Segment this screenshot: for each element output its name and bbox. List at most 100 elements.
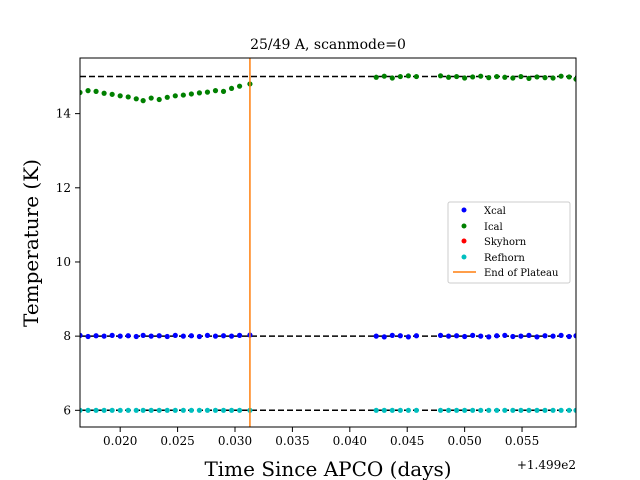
point-xcal-22	[373, 333, 379, 339]
point-ical-1	[85, 88, 91, 94]
point-xcal-35	[494, 333, 500, 339]
point-ical-15	[196, 90, 203, 96]
point-refhorn-33	[478, 407, 484, 413]
point-xcal-14	[188, 333, 194, 339]
point-xcal-43	[558, 332, 564, 338]
point-refhorn-13	[180, 407, 186, 413]
y-tick-label-4: 14	[56, 107, 72, 121]
point-ical-38	[518, 73, 524, 80]
point-ical-34	[486, 75, 492, 81]
point-refhorn-14	[188, 407, 194, 413]
y-tick-label-1: 8	[63, 329, 71, 343]
point-xcal-39	[526, 332, 532, 338]
point-ical-16	[204, 89, 211, 95]
x-tick-label-3: 0.035	[275, 434, 309, 448]
x-tick-label-2: 0.030	[218, 434, 252, 448]
point-xcal-6	[125, 333, 131, 339]
point-xcal-2	[93, 333, 99, 339]
point-xcal-13	[180, 333, 186, 339]
point-xcal-7	[133, 333, 139, 340]
x-tick-label-5: 0.045	[390, 434, 424, 448]
point-ical-30	[453, 73, 460, 80]
point-ical-12	[172, 93, 178, 99]
x-axis-label: Time Since APCO (days)	[204, 457, 451, 480]
point-refhorn-7	[133, 407, 139, 413]
legend-marker-skyhorn	[461, 238, 467, 244]
point-ical-41	[542, 75, 548, 81]
point-ical-37	[510, 75, 516, 81]
point-ical-35	[494, 73, 500, 80]
point-refhorn-4	[109, 407, 115, 413]
point-refhorn-5	[117, 407, 123, 413]
point-ical-4	[109, 91, 115, 97]
point-xcal-16	[204, 332, 211, 338]
point-xcal-0	[80, 332, 83, 338]
y-axis-label: Temperature (K)	[19, 159, 43, 327]
point-xcal-12	[172, 332, 178, 338]
plot-area	[80, 58, 576, 427]
point-xcal-45	[573, 333, 576, 339]
point-refhorn-39	[526, 407, 532, 413]
legend-label-ical: Ical	[484, 222, 503, 233]
legend-label-end-of-plateau: End of Plateau	[484, 268, 559, 279]
point-refhorn-18	[220, 407, 227, 413]
point-ical-40	[534, 74, 540, 80]
x-tick-label-1: 0.025	[160, 434, 194, 448]
point-ical-26	[405, 73, 411, 79]
point-ical-9	[148, 95, 154, 101]
point-xcal-5	[117, 333, 123, 339]
point-xcal-26	[405, 334, 411, 340]
x-tick-label-6: 0.050	[447, 434, 481, 448]
point-refhorn-20	[236, 407, 243, 413]
point-ical-33	[478, 73, 484, 79]
point-refhorn-2	[93, 407, 99, 413]
point-refhorn-16	[204, 407, 211, 413]
point-ical-18	[220, 88, 227, 94]
point-refhorn-17	[212, 407, 219, 413]
point-refhorn-30	[453, 407, 460, 413]
point-ical-25	[397, 73, 403, 80]
point-refhorn-25	[397, 407, 403, 413]
point-refhorn-27	[413, 407, 420, 413]
point-refhorn-26	[405, 407, 411, 413]
point-xcal-33	[478, 333, 484, 339]
point-refhorn-22	[373, 407, 379, 413]
point-ical-43	[558, 73, 564, 79]
legend-label-refhorn: Refhorn	[484, 253, 525, 264]
point-xcal-32	[470, 332, 476, 338]
point-ical-17	[212, 88, 219, 94]
point-ical-36	[502, 74, 508, 80]
point-xcal-9	[148, 333, 154, 339]
point-refhorn-8	[140, 407, 146, 413]
point-ical-13	[180, 92, 186, 98]
point-ical-5	[117, 93, 123, 99]
point-refhorn-9	[148, 407, 154, 413]
legend: Xcal Ical Skyhorn Refhorn End of Plateau	[447, 201, 571, 284]
legend-label-xcal: Xcal	[484, 206, 506, 217]
point-xcal-15	[196, 333, 203, 340]
point-ical-32	[470, 74, 476, 80]
point-refhorn-28	[437, 407, 444, 413]
point-xcal-19	[228, 333, 235, 339]
point-ical-39	[526, 75, 532, 81]
point-xcal-27	[413, 333, 420, 339]
x-offset-label: +1.499e2	[517, 458, 576, 472]
axes: 0.020 0.025 0.030 0.035 0.040 0.045 0.050 0.055…	[56, 57, 577, 448]
point-ical-7	[133, 96, 139, 102]
legend-box	[447, 201, 571, 284]
point-refhorn-32	[470, 407, 476, 413]
point-xcal-11	[164, 333, 170, 340]
point-xcal-18	[220, 333, 227, 339]
point-ical-20	[236, 83, 243, 89]
point-refhorn-31	[462, 407, 468, 413]
point-refhorn-0	[80, 407, 83, 413]
point-refhorn-34	[486, 407, 492, 413]
point-ical-24	[389, 75, 395, 81]
point-refhorn-37	[510, 407, 516, 413]
axes-frame	[79, 57, 577, 428]
point-xcal-30	[453, 333, 460, 339]
legend-marker-ical	[461, 223, 467, 229]
point-xcal-41	[542, 333, 548, 339]
legend-marker-refhorn	[461, 254, 467, 260]
